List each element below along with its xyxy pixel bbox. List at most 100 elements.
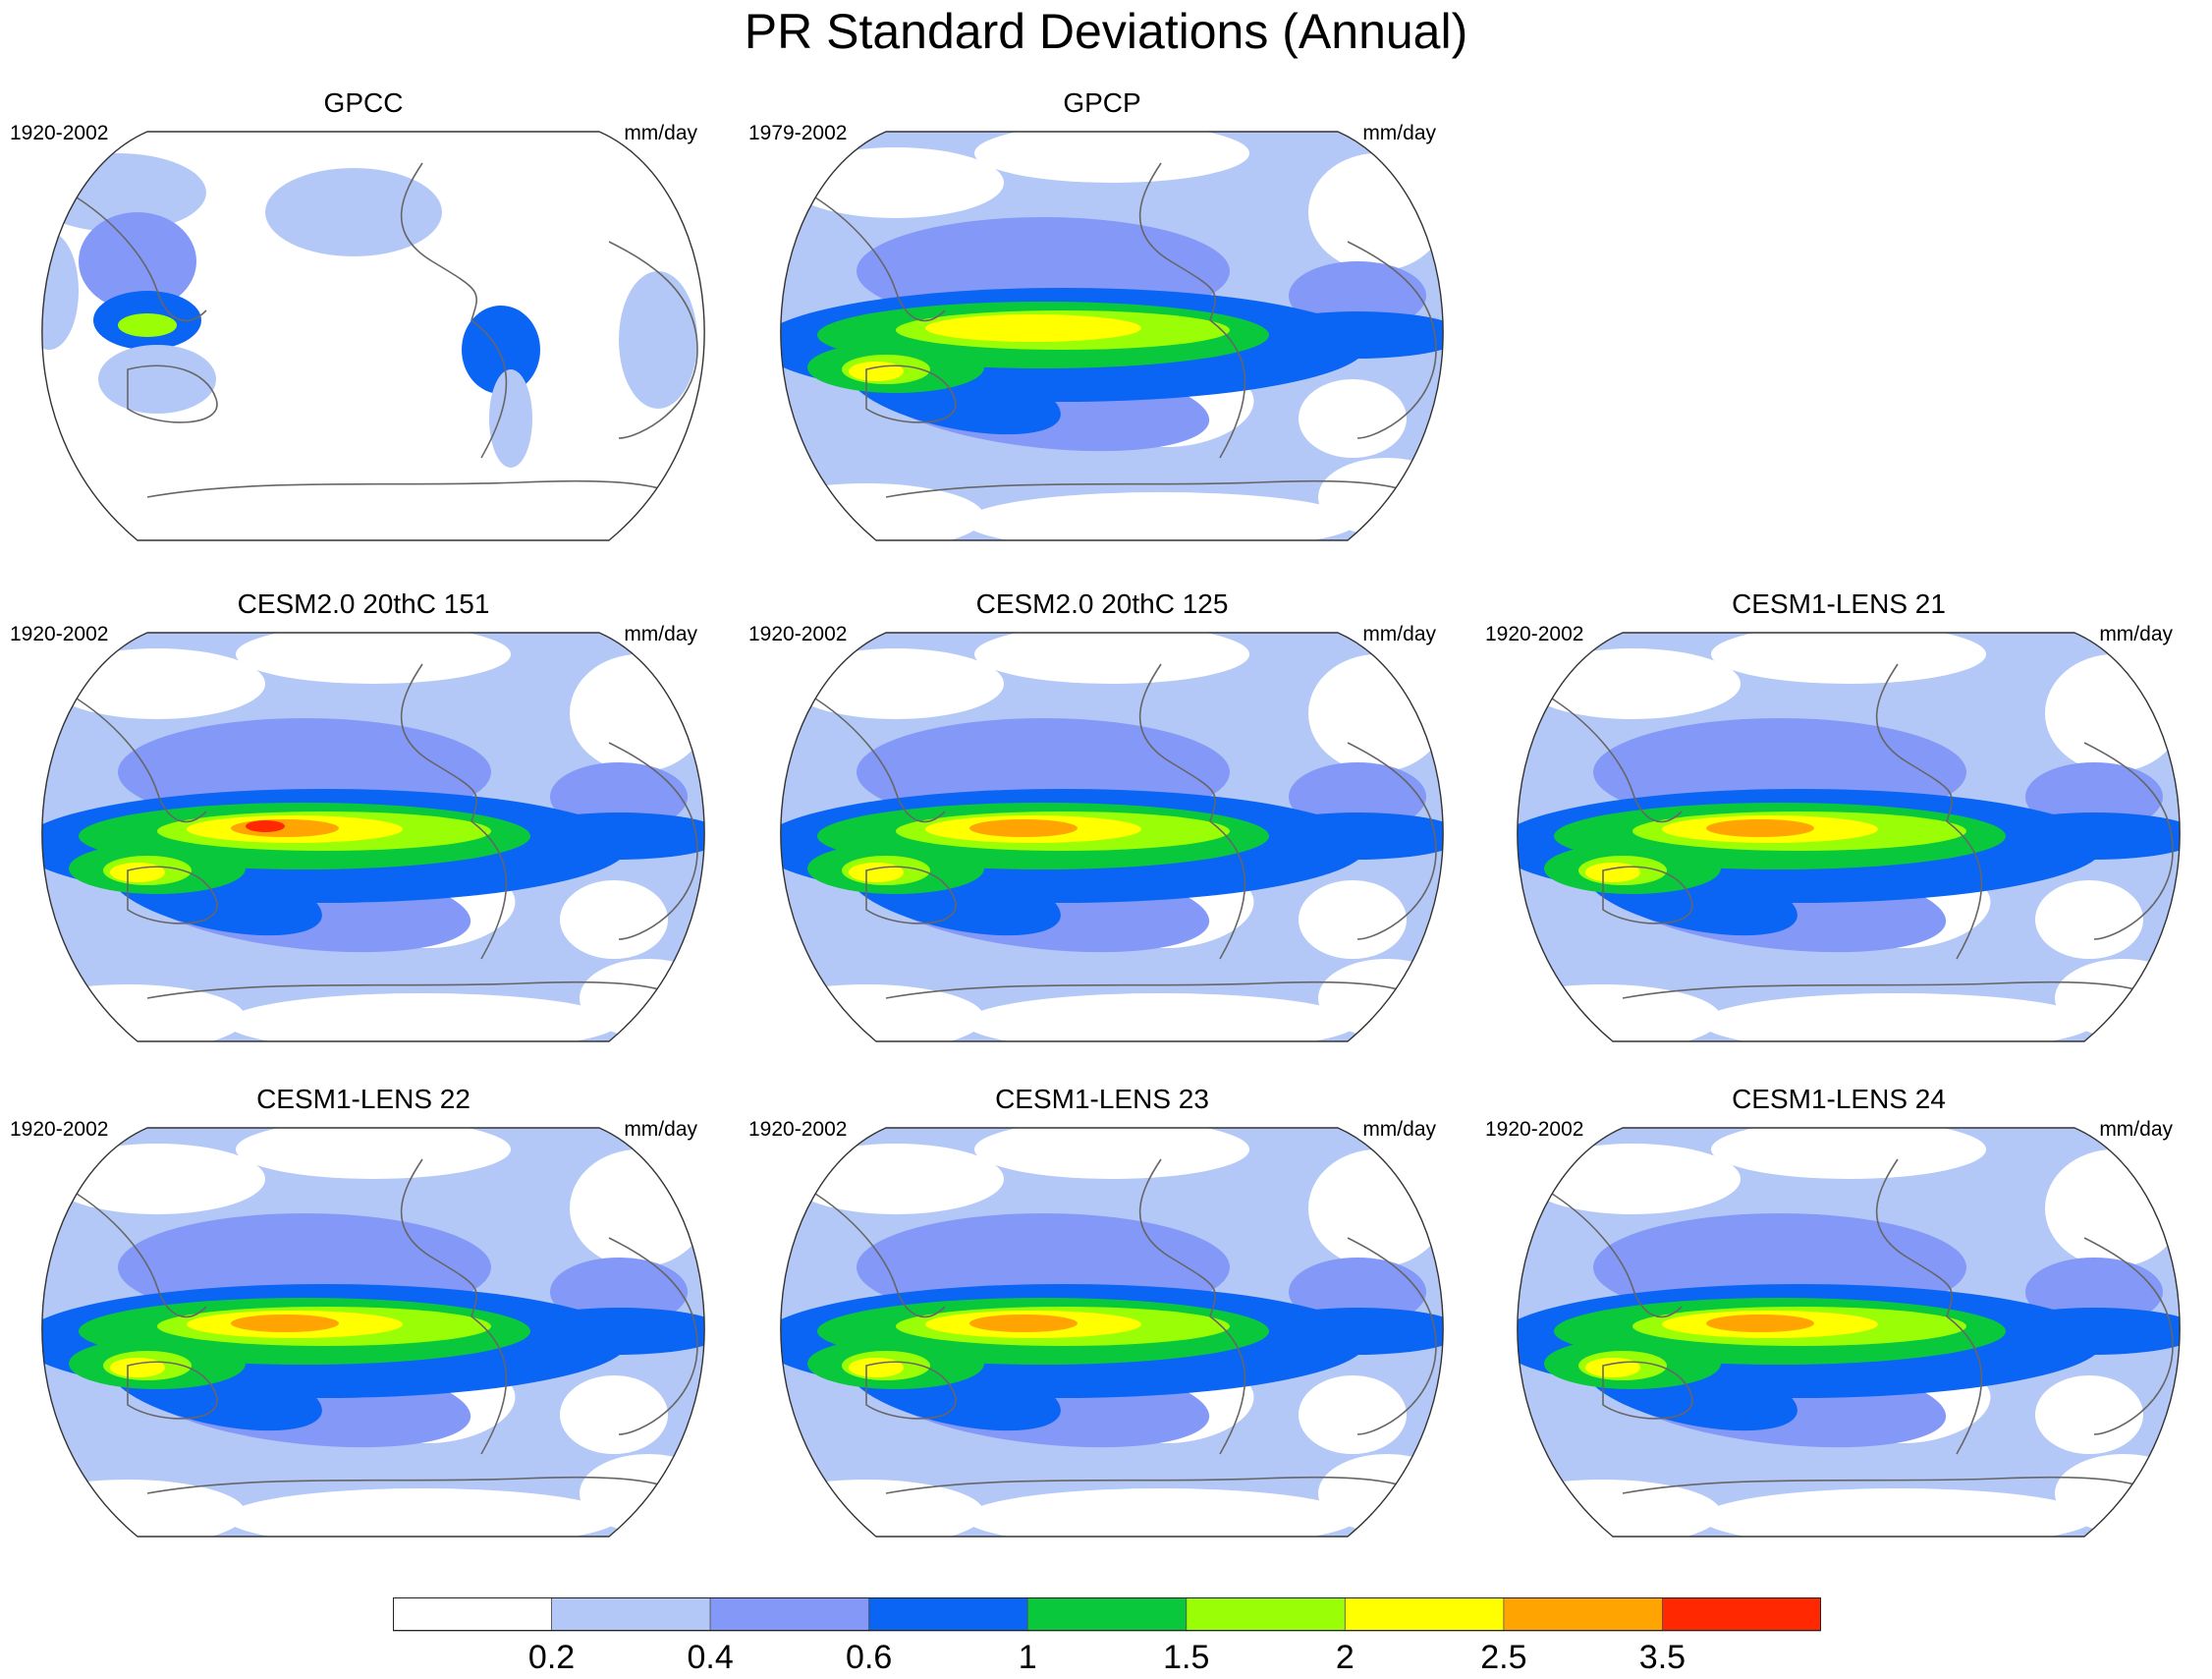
world-map — [41, 131, 705, 541]
coast-antarctica — [146, 1476, 689, 1494]
field-layer — [41, 633, 705, 1041]
coast-australia — [865, 866, 957, 924]
coast-antarctica — [1622, 1476, 2164, 1494]
coast-asia — [68, 1188, 207, 1318]
world-map — [41, 1127, 705, 1538]
map-outline — [41, 131, 705, 541]
field-patch — [1701, 993, 2094, 1041]
field-patch — [226, 1488, 619, 1537]
coast-asia — [806, 693, 946, 823]
field-patch — [965, 1488, 1357, 1537]
panel-title: CESM2.0 20thC 125 — [975, 588, 1229, 619]
map-outline — [780, 1127, 1444, 1538]
panel-period: 1920-2002 — [748, 1118, 848, 1141]
coast-antarctica — [885, 980, 1427, 999]
panel-units: mm/day — [1362, 122, 1436, 144]
map-panel: CESM2.0 20thC 125 1920-2002 mm/day — [739, 588, 1465, 1049]
field-patch — [2045, 654, 2181, 772]
itcz-atlantic — [1249, 812, 1444, 860]
coast-america — [1875, 1158, 1983, 1455]
warm-pool-peak — [849, 1358, 904, 1377]
panel-period: 1920-2002 — [1485, 623, 1584, 645]
field-patch — [1517, 984, 1721, 1041]
panel-period: 1920-2002 — [10, 1118, 109, 1141]
field-patch — [974, 1128, 1249, 1179]
coast-america — [400, 1158, 508, 1455]
field-patch — [1308, 654, 1444, 772]
panel-units: mm/day — [624, 623, 697, 645]
itcz-atlantic — [1249, 1308, 1444, 1355]
south-america-south — [489, 369, 532, 468]
colorbar-swatch — [1662, 1597, 1821, 1632]
coast-antarctica — [885, 1476, 1427, 1494]
colorbar-swatch — [551, 1597, 711, 1632]
field-patch — [1701, 1488, 2094, 1537]
dry-zone-s-atlantic — [1299, 379, 1407, 458]
field-patch — [974, 132, 1249, 183]
map-outline — [1517, 632, 2181, 1042]
coast-africa — [2083, 742, 2174, 940]
warm-pool-peak — [110, 863, 165, 882]
field-patch — [580, 959, 705, 1037]
map-panel: CESM1-LENS 23 1920-2002 mm/day — [739, 1083, 1465, 1544]
coast-africa — [2083, 1237, 2174, 1435]
field-layer — [41, 1128, 705, 1537]
map-panel: GPCP 1979-2002 mm/day — [739, 86, 1465, 548]
map-outline — [41, 1127, 705, 1538]
panel-title: GPCP — [1063, 87, 1141, 118]
field-patch — [570, 1149, 705, 1267]
field-patch — [580, 1454, 705, 1533]
colorbar-swatch — [1344, 1597, 1505, 1632]
field-patch — [780, 1480, 984, 1537]
coast-antarctica — [1622, 980, 2164, 999]
colorbar-tick-label: 3.5 — [1639, 1639, 1686, 1676]
dry-zone-s-atlantic — [1299, 880, 1407, 959]
colorbar: 0.2 0.4 0.6 1 1.5 2 2.5 3.5 — [393, 1597, 1821, 1676]
warm-pool-peak — [1585, 1358, 1640, 1377]
coast-australia — [1602, 866, 1693, 924]
panel-units: mm/day — [1362, 1118, 1436, 1141]
coast-australia — [1602, 1361, 1693, 1420]
colorbar-swatch — [1026, 1597, 1188, 1632]
coast-asia — [68, 192, 207, 322]
colorbar-tick-label: 2.5 — [1480, 1639, 1526, 1676]
coast-africa — [1347, 742, 1437, 940]
map-panel: GPCC 1920-2002 mm/day — [0, 86, 727, 548]
colorbar-swatch — [393, 1597, 552, 1632]
colorbar-tick-label: 0.2 — [528, 1639, 575, 1676]
panel-units: mm/day — [2099, 623, 2173, 645]
world-map — [780, 632, 1444, 1042]
field-patch — [780, 483, 984, 540]
itcz-atlantic — [511, 812, 705, 860]
field-patch — [2045, 1149, 2181, 1267]
colorbar-tick-label: 1.5 — [1163, 1639, 1209, 1676]
panel-units: mm/day — [624, 1118, 697, 1141]
coast-australia — [127, 364, 218, 423]
itcz-max — [1706, 1315, 1814, 1332]
north-america-field — [265, 168, 442, 256]
field-patch — [780, 984, 984, 1041]
field-patch — [2055, 959, 2181, 1037]
panel-period: 1920-2002 — [10, 623, 109, 645]
colorbar-tick-label: 0.6 — [846, 1639, 892, 1676]
map-outline — [41, 632, 705, 1042]
panel-title: CESM1-LENS 22 — [256, 1084, 470, 1114]
field-layer — [780, 132, 1444, 540]
field-patch — [1524, 648, 1741, 719]
field-layer — [780, 633, 1444, 1041]
panel-period: 1920-2002 — [10, 122, 109, 144]
panel-units: mm/day — [624, 122, 697, 144]
field-patch — [974, 633, 1249, 684]
colorbar-swatch — [1186, 1597, 1346, 1632]
coast-asia — [1543, 693, 1683, 823]
map-outline — [780, 632, 1444, 1042]
colorbar-swatch — [709, 1597, 870, 1632]
field-patch — [965, 492, 1357, 540]
page-title: PR Standard Deviations (Annual) — [744, 4, 1468, 59]
field-patch — [965, 993, 1357, 1041]
panel-units: mm/day — [2099, 1118, 2173, 1141]
coast-africa — [1347, 241, 1437, 439]
coast-america — [1138, 162, 1246, 459]
field-patch — [1308, 153, 1444, 271]
africa-west-field — [41, 232, 79, 350]
